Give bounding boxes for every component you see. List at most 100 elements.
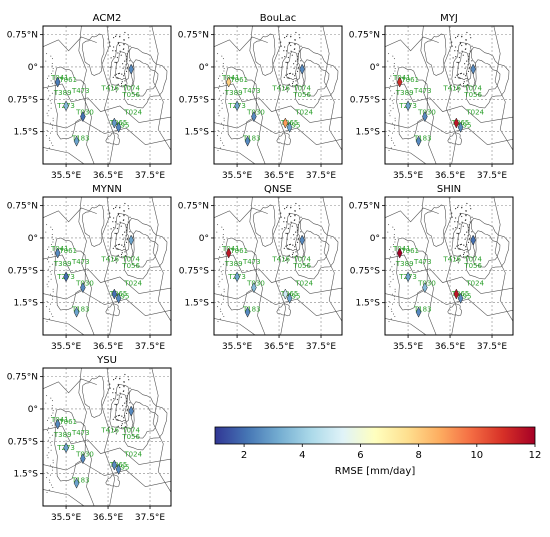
terrain-dot (391, 266, 393, 268)
terrain-dot (120, 253, 123, 256)
contour-line (385, 147, 427, 164)
terrain-dot (52, 459, 54, 461)
terrain-dot (48, 147, 50, 149)
tick-label-lat: 1.5°S (355, 128, 380, 138)
terrain-dot (223, 70, 225, 72)
terrain-dot (222, 234, 224, 235)
terrain-dot (390, 308, 392, 310)
terrain-dot (300, 216, 302, 218)
tick-label-lon: 36.5°E (93, 342, 124, 352)
terrain-dot (283, 257, 285, 259)
tick-label-lat: 1.5°S (13, 470, 38, 480)
contour-ring (423, 33, 447, 76)
terrain-dot (115, 73, 117, 75)
terrain-dot (113, 217, 115, 219)
terrain-dot (129, 60, 131, 62)
contour-ring (123, 388, 168, 451)
terrain-dot (284, 217, 286, 219)
terrain-dot (460, 243, 463, 245)
terrain-dot (457, 262, 459, 264)
terrain-dot (461, 36, 463, 38)
terrain-dot (46, 395, 48, 397)
terrain-dot (117, 415, 119, 417)
terrain-dot (293, 234, 295, 236)
terrain-dot (45, 231, 47, 233)
map-frame (384, 196, 514, 336)
contour-ring (109, 383, 135, 430)
terrain-dot (50, 251, 52, 253)
contour-line (43, 207, 97, 223)
terrain-dot (123, 39, 125, 41)
contour-line (214, 318, 256, 335)
terrain-dot (217, 112, 219, 114)
terrain-dot (453, 256, 455, 258)
contour-ring (130, 401, 159, 439)
terrain-dot (221, 80, 223, 82)
contour-line (420, 26, 437, 164)
terrain-dot (388, 306, 390, 308)
terrain-dot (116, 88, 118, 90)
terrain-dot (458, 77, 460, 79)
terrain-dot (124, 231, 126, 233)
terrain-dot (115, 409, 117, 411)
terrain-dot (388, 112, 390, 114)
terrain-dot (459, 43, 461, 45)
contour-layer: T041T061T389T473T273T416T074T056T030T024… (214, 26, 342, 164)
terrain-dot (297, 67, 299, 69)
terrain-dot (393, 313, 394, 315)
contour-ring (447, 303, 463, 317)
terrain-dot (48, 318, 50, 320)
terrain-dot (220, 311, 222, 312)
terrain-dot (129, 45, 131, 47)
terrain-dot (459, 77, 461, 79)
contour-ring (252, 204, 276, 247)
station-label: T416 (100, 427, 119, 435)
station-label: T030 (75, 279, 94, 287)
terrain-dot (389, 77, 390, 79)
terrain-dot (220, 266, 222, 268)
terrain-dot (219, 147, 221, 149)
rmse-marker (396, 247, 403, 259)
terrain-dot (451, 212, 453, 214)
station-label: T056 (463, 91, 482, 99)
terrain-dot (452, 57, 454, 59)
terrain-dot (217, 224, 219, 226)
contour-ring (472, 59, 501, 97)
terrain-dot (222, 229, 224, 231)
terrain-dot (292, 81, 294, 83)
terrain-dot (293, 219, 295, 221)
terrain-dot (49, 464, 51, 466)
rmse-marker (282, 288, 289, 300)
terrain-dot (48, 90, 50, 92)
terrain-dot (117, 419, 119, 421)
station-label: T030 (246, 108, 265, 116)
terrain-dot (118, 243, 121, 245)
terrain-dot (388, 283, 390, 285)
terrain-dot (52, 298, 54, 300)
terrain-dot (467, 235, 469, 237)
colorbar-tick-label: 12 (529, 450, 542, 461)
contour-ring (105, 132, 121, 146)
terrain-dot (393, 253, 395, 255)
terrain-dot (281, 228, 283, 230)
terrain-dot (221, 226, 223, 228)
contour-line (385, 207, 439, 223)
contour-line (385, 318, 427, 335)
terrain-dot (290, 50, 292, 52)
terrain-dot (283, 247, 285, 249)
terrain-dot (295, 60, 297, 62)
terrain-dot (115, 244, 117, 246)
terrain-dot (220, 95, 222, 97)
terrain-dot (455, 88, 458, 90)
terrain-dot (388, 130, 390, 132)
contour-line (78, 26, 95, 164)
terrain-dot (389, 286, 391, 288)
terrain-dot (49, 266, 51, 268)
terrain-dot (457, 238, 459, 240)
terrain-dot (457, 244, 459, 246)
contour-line (493, 26, 513, 151)
rmse-marker (286, 292, 293, 304)
map-frame (42, 25, 172, 165)
tick-label-lat: 0.75°S (179, 95, 210, 105)
terrain-dot (219, 110, 221, 112)
